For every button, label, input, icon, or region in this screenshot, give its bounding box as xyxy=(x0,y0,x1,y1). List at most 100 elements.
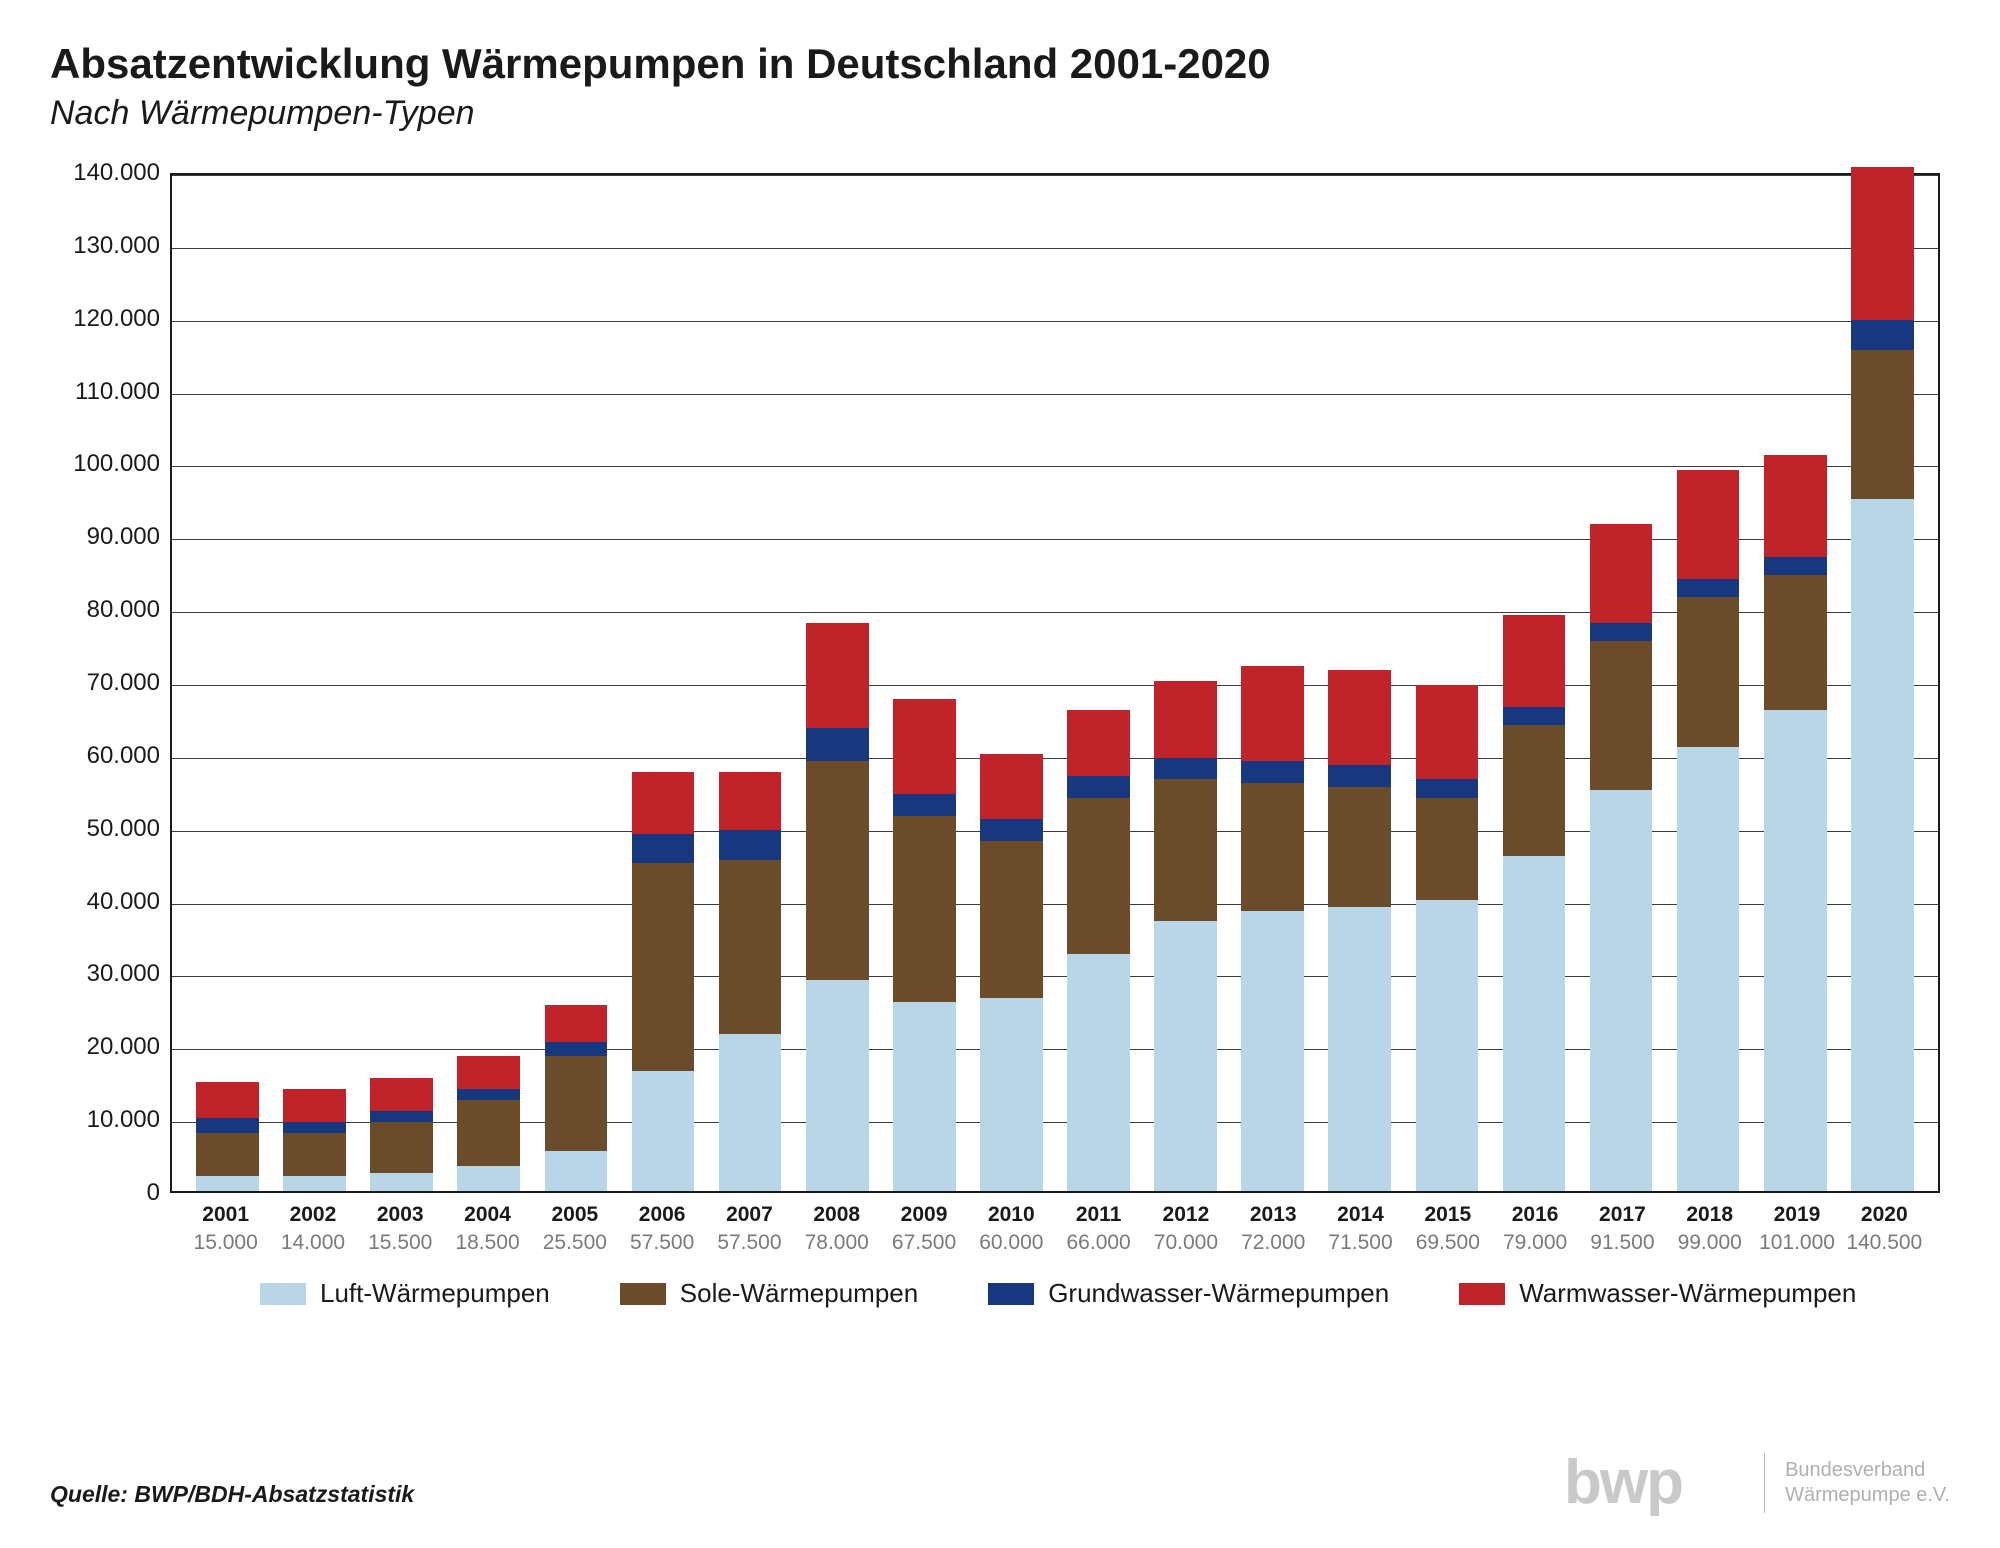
bar-segment-luft xyxy=(1067,954,1130,1191)
bar-segment-sole xyxy=(806,761,869,980)
bar-slot xyxy=(619,175,706,1191)
bars-container xyxy=(172,175,1938,1191)
bar-slot xyxy=(1142,175,1229,1191)
bar-segment-grund xyxy=(1328,765,1391,787)
bar-segment-sole xyxy=(980,841,1043,998)
chart-subtitle: Nach Wärmepumpen-Typen xyxy=(50,94,1950,133)
bar-slot xyxy=(532,175,619,1191)
x-total-label: 70.000 xyxy=(1142,1231,1229,1255)
bar-segment-sole xyxy=(457,1100,520,1166)
bar-segment-luft xyxy=(1503,856,1566,1191)
bar-slot xyxy=(1229,175,1316,1191)
x-total-label: 79.000 xyxy=(1491,1231,1578,1255)
bar-segment-grund xyxy=(283,1122,346,1133)
bar-slot xyxy=(794,175,881,1191)
y-tick-label: 10.000 xyxy=(87,1106,160,1134)
bar-segment-luft xyxy=(196,1176,259,1191)
y-tick-label: 60.000 xyxy=(87,742,160,770)
bar-segment-sole xyxy=(719,860,782,1035)
x-total-label: 78.000 xyxy=(793,1231,880,1255)
bar xyxy=(1154,681,1217,1191)
bar xyxy=(1851,167,1914,1191)
x-tick: 2010 60.000 xyxy=(968,1195,1055,1255)
bar xyxy=(457,1056,520,1191)
bar-segment-grund xyxy=(980,819,1043,841)
bar-segment-grund xyxy=(370,1111,433,1122)
x-year-label: 2010 xyxy=(968,1203,1055,1227)
bar-segment-warm xyxy=(196,1082,259,1118)
x-tick: 200418.500 xyxy=(444,1195,531,1255)
legend-item-sole: Sole-Wärmepumpen xyxy=(620,1278,918,1309)
bar-segment-grund xyxy=(1590,623,1653,641)
bar-segment-luft xyxy=(1590,790,1653,1191)
bar-segment-sole xyxy=(1067,798,1130,955)
y-tick-label: 40.000 xyxy=(87,888,160,916)
bar-segment-warm xyxy=(1677,470,1740,579)
x-tick: 201372.000 xyxy=(1230,1195,1317,1255)
y-tick-label: 0 xyxy=(147,1179,160,1207)
x-total-label: 69.500 xyxy=(1404,1231,1491,1255)
x-total-label: 57.500 xyxy=(706,1231,793,1255)
bar xyxy=(632,772,695,1191)
bar-segment-luft xyxy=(370,1173,433,1191)
bar-segment-luft xyxy=(283,1176,346,1191)
bar-segment-grund xyxy=(196,1118,259,1133)
logo-org-text: Bundesverband Wärmepumpe e.V. xyxy=(1785,1458,1950,1508)
bar-slot xyxy=(358,175,445,1191)
bar xyxy=(719,772,782,1191)
bar xyxy=(1067,710,1130,1191)
legend: Luft-Wärmepumpen Sole-Wärmepumpen Grundwas… xyxy=(260,1278,1856,1309)
bar-segment-grund xyxy=(1677,579,1740,597)
bar-segment-grund xyxy=(893,794,956,816)
bar-segment-sole xyxy=(1503,725,1566,856)
bar-segment-luft xyxy=(632,1071,695,1191)
bar-segment-luft xyxy=(1241,911,1304,1192)
x-year-label: 2016 xyxy=(1491,1203,1578,1227)
x-total-label: 60.000 xyxy=(968,1231,1055,1255)
bar-segment-grund xyxy=(1851,320,1914,349)
x-year-label: 2004 xyxy=(444,1203,531,1227)
bar-segment-luft xyxy=(1677,747,1740,1191)
y-tick-label: 100.000 xyxy=(73,450,160,478)
x-tick: 201270.000 xyxy=(1142,1195,1229,1255)
bar-slot xyxy=(184,175,271,1191)
bar-segment-luft xyxy=(457,1166,520,1192)
legend-swatch xyxy=(1459,1283,1505,1305)
x-year-label: 2019 xyxy=(1753,1203,1840,1227)
x-tick: 2009 67.500 xyxy=(880,1195,967,1255)
legend-label: Grundwasser-Wärmepumpen xyxy=(1048,1278,1389,1309)
y-axis: 010.00020.00030.00040.00050.00060.00070.… xyxy=(50,173,170,1303)
x-year-label: 2009 xyxy=(880,1203,967,1227)
y-tick-label: 70.000 xyxy=(87,669,160,697)
x-year-label: 2003 xyxy=(357,1203,444,1227)
x-tick: 201791.500 xyxy=(1579,1195,1666,1255)
bar-segment-sole xyxy=(1416,798,1479,900)
bar-segment-warm xyxy=(370,1078,433,1111)
bar-segment-luft xyxy=(1154,921,1217,1191)
legend-label: Luft-Wärmepumpen xyxy=(320,1278,550,1309)
y-tick-label: 120.000 xyxy=(73,305,160,333)
bar-slot xyxy=(968,175,1055,1191)
x-total-label: 25.500 xyxy=(531,1231,618,1255)
logo-divider xyxy=(1764,1453,1765,1513)
bar-segment-grund xyxy=(1503,707,1566,725)
x-tick: 201569.500 xyxy=(1404,1195,1491,1255)
x-year-label: 2013 xyxy=(1230,1203,1317,1227)
legend-item-grund: Grundwasser-Wärmepumpen xyxy=(988,1278,1389,1309)
y-tick-label: 140.000 xyxy=(73,159,160,187)
x-total-label: 101.000 xyxy=(1753,1231,1840,1255)
bar xyxy=(1328,670,1391,1191)
bar-slot xyxy=(1490,175,1577,1191)
bar-segment-sole xyxy=(1328,787,1391,907)
bar-slot xyxy=(1316,175,1403,1191)
bar-slot xyxy=(1403,175,1490,1191)
x-axis: 200115.000200214.000200315.500200418.500… xyxy=(170,1195,1940,1255)
x-total-label: 67.500 xyxy=(880,1231,967,1255)
bar-slot xyxy=(1752,175,1839,1191)
plot-area xyxy=(170,173,1940,1193)
bar-segment-grund xyxy=(457,1089,520,1100)
y-tick-label: 20.000 xyxy=(87,1033,160,1061)
logo-org-line1: Bundesverband xyxy=(1785,1458,1950,1483)
bar xyxy=(893,699,956,1191)
bar-segment-sole xyxy=(370,1122,433,1173)
